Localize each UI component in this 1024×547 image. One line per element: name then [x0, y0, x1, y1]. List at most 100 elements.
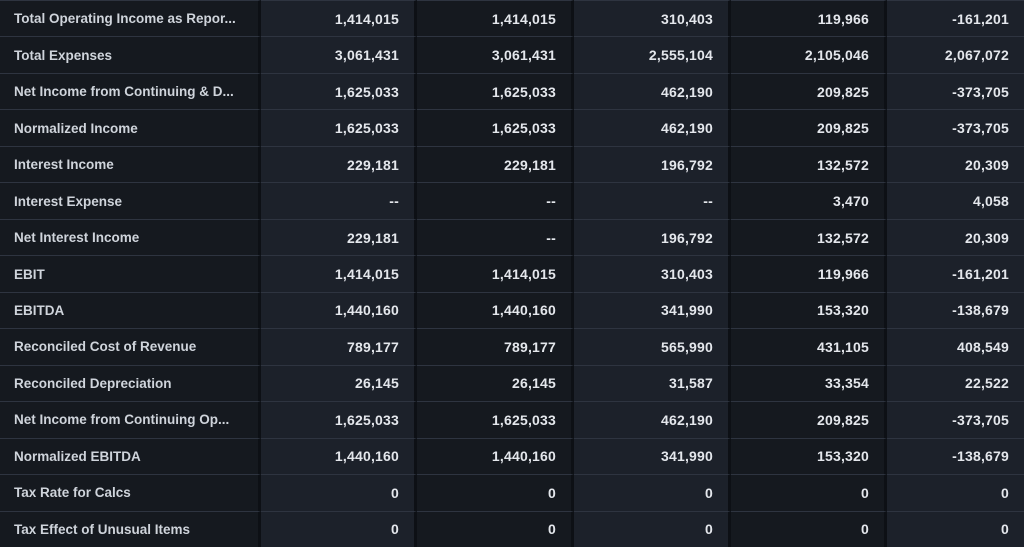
value-cell: 153,320 — [731, 291, 887, 329]
value-cell: 1,414,015 — [417, 255, 574, 292]
value-cell: 1,625,033 — [261, 109, 417, 146]
value-cell: 1,625,033 — [417, 109, 574, 146]
value-cell: 196,792 — [574, 145, 731, 183]
value-cell: 196,792 — [574, 218, 731, 256]
table-row: Normalized EBITDA 1,440,160 1,440,160 34… — [0, 437, 1024, 475]
row-label: Normalized EBITDA — [0, 437, 261, 475]
value-cell: 26,145 — [417, 364, 574, 402]
value-cell: 26,145 — [261, 364, 417, 402]
table-row: Tax Effect of Unusual Items 0 0 0 0 0 — [0, 510, 1024, 547]
row-label: Tax Effect of Unusual Items — [0, 510, 261, 547]
value-cell: -161,201 — [887, 255, 1024, 292]
value-cell: 4,058 — [887, 182, 1024, 219]
row-label: Net Income from Continuing Op... — [0, 401, 261, 438]
value-cell: 431,105 — [731, 328, 887, 365]
table-row: Reconciled Depreciation 26,145 26,145 31… — [0, 364, 1024, 402]
value-cell: 1,440,160 — [417, 437, 574, 475]
value-cell: 0 — [887, 510, 1024, 547]
value-cell: 462,190 — [574, 109, 731, 146]
value-cell: 0 — [887, 474, 1024, 511]
value-cell: 789,177 — [261, 328, 417, 365]
value-cell: 0 — [261, 510, 417, 547]
value-cell: 22,522 — [887, 364, 1024, 402]
value-cell: 1,440,160 — [261, 437, 417, 475]
value-cell: 3,061,431 — [417, 36, 574, 73]
row-label: Interest Income — [0, 145, 261, 183]
table-row: Normalized Income 1,625,033 1,625,033 46… — [0, 109, 1024, 146]
value-cell: 341,990 — [574, 437, 731, 475]
table-row: Total Operating Income as Repor... 1,414… — [0, 0, 1024, 37]
value-cell: -- — [417, 182, 574, 219]
value-cell: 1,440,160 — [417, 291, 574, 329]
row-label: Total Expenses — [0, 36, 261, 73]
table-row: Net Income from Continuing & D... 1,625,… — [0, 72, 1024, 110]
value-cell: 1,440,160 — [261, 291, 417, 329]
value-cell: -- — [417, 218, 574, 256]
value-cell: 1,414,015 — [417, 0, 574, 37]
value-cell: 0 — [574, 510, 731, 547]
table-row: Net Interest Income 229,181 -- 196,792 1… — [0, 218, 1024, 256]
value-cell: 341,990 — [574, 291, 731, 329]
value-cell: 229,181 — [261, 218, 417, 256]
value-cell: 2,555,104 — [574, 36, 731, 73]
row-label: Total Operating Income as Repor... — [0, 0, 261, 37]
row-label: Net Interest Income — [0, 218, 261, 256]
value-cell: 2,105,046 — [731, 36, 887, 73]
value-cell: 1,414,015 — [261, 0, 417, 37]
value-cell: 153,320 — [731, 437, 887, 475]
value-cell: 20,309 — [887, 218, 1024, 256]
row-label: Tax Rate for Calcs — [0, 474, 261, 511]
value-cell: 0 — [261, 474, 417, 511]
value-cell: 119,966 — [731, 0, 887, 37]
row-label: EBIT — [0, 255, 261, 292]
table-row: Interest Income 229,181 229,181 196,792 … — [0, 145, 1024, 183]
value-cell: 462,190 — [574, 72, 731, 110]
value-cell: -138,679 — [887, 291, 1024, 329]
value-cell: 789,177 — [417, 328, 574, 365]
value-cell: 1,625,033 — [261, 401, 417, 438]
value-cell: 0 — [731, 510, 887, 547]
table-row: EBITDA 1,440,160 1,440,160 341,990 153,3… — [0, 291, 1024, 329]
value-cell: 310,403 — [574, 255, 731, 292]
value-cell: 2,067,072 — [887, 36, 1024, 73]
value-cell: 209,825 — [731, 109, 887, 146]
value-cell: 0 — [574, 474, 731, 511]
value-cell: 20,309 — [887, 145, 1024, 183]
value-cell: 229,181 — [417, 145, 574, 183]
value-cell: -- — [261, 182, 417, 219]
value-cell: 132,572 — [731, 218, 887, 256]
value-cell: 462,190 — [574, 401, 731, 438]
table-row: Total Expenses 3,061,431 3,061,431 2,555… — [0, 36, 1024, 73]
row-label: EBITDA — [0, 291, 261, 329]
value-cell: 1,625,033 — [261, 72, 417, 110]
value-cell: 0 — [417, 474, 574, 511]
value-cell: 3,061,431 — [261, 36, 417, 73]
table-row: EBIT 1,414,015 1,414,015 310,403 119,966… — [0, 255, 1024, 292]
value-cell: 31,587 — [574, 364, 731, 402]
value-cell: 1,625,033 — [417, 401, 574, 438]
value-cell: 1,414,015 — [261, 255, 417, 292]
value-cell: 132,572 — [731, 145, 887, 183]
value-cell: -373,705 — [887, 109, 1024, 146]
value-cell: 565,990 — [574, 328, 731, 365]
row-label: Net Income from Continuing & D... — [0, 72, 261, 110]
table-row: Net Income from Continuing Op... 1,625,0… — [0, 401, 1024, 438]
value-cell: -373,705 — [887, 72, 1024, 110]
value-cell: -- — [574, 182, 731, 219]
table-row: Reconciled Cost of Revenue 789,177 789,1… — [0, 328, 1024, 365]
value-cell: -161,201 — [887, 0, 1024, 37]
value-cell: 0 — [731, 474, 887, 511]
value-cell: 408,549 — [887, 328, 1024, 365]
row-label: Normalized Income — [0, 109, 261, 146]
value-cell: 3,470 — [731, 182, 887, 219]
table-row: Interest Expense -- -- -- 3,470 4,058 — [0, 182, 1024, 219]
value-cell: 209,825 — [731, 72, 887, 110]
row-label: Reconciled Depreciation — [0, 364, 261, 402]
value-cell: 209,825 — [731, 401, 887, 438]
row-label: Reconciled Cost of Revenue — [0, 328, 261, 365]
value-cell: 33,354 — [731, 364, 887, 402]
value-cell: 1,625,033 — [417, 72, 574, 110]
value-cell: 119,966 — [731, 255, 887, 292]
table-row: Tax Rate for Calcs 0 0 0 0 0 — [0, 474, 1024, 511]
